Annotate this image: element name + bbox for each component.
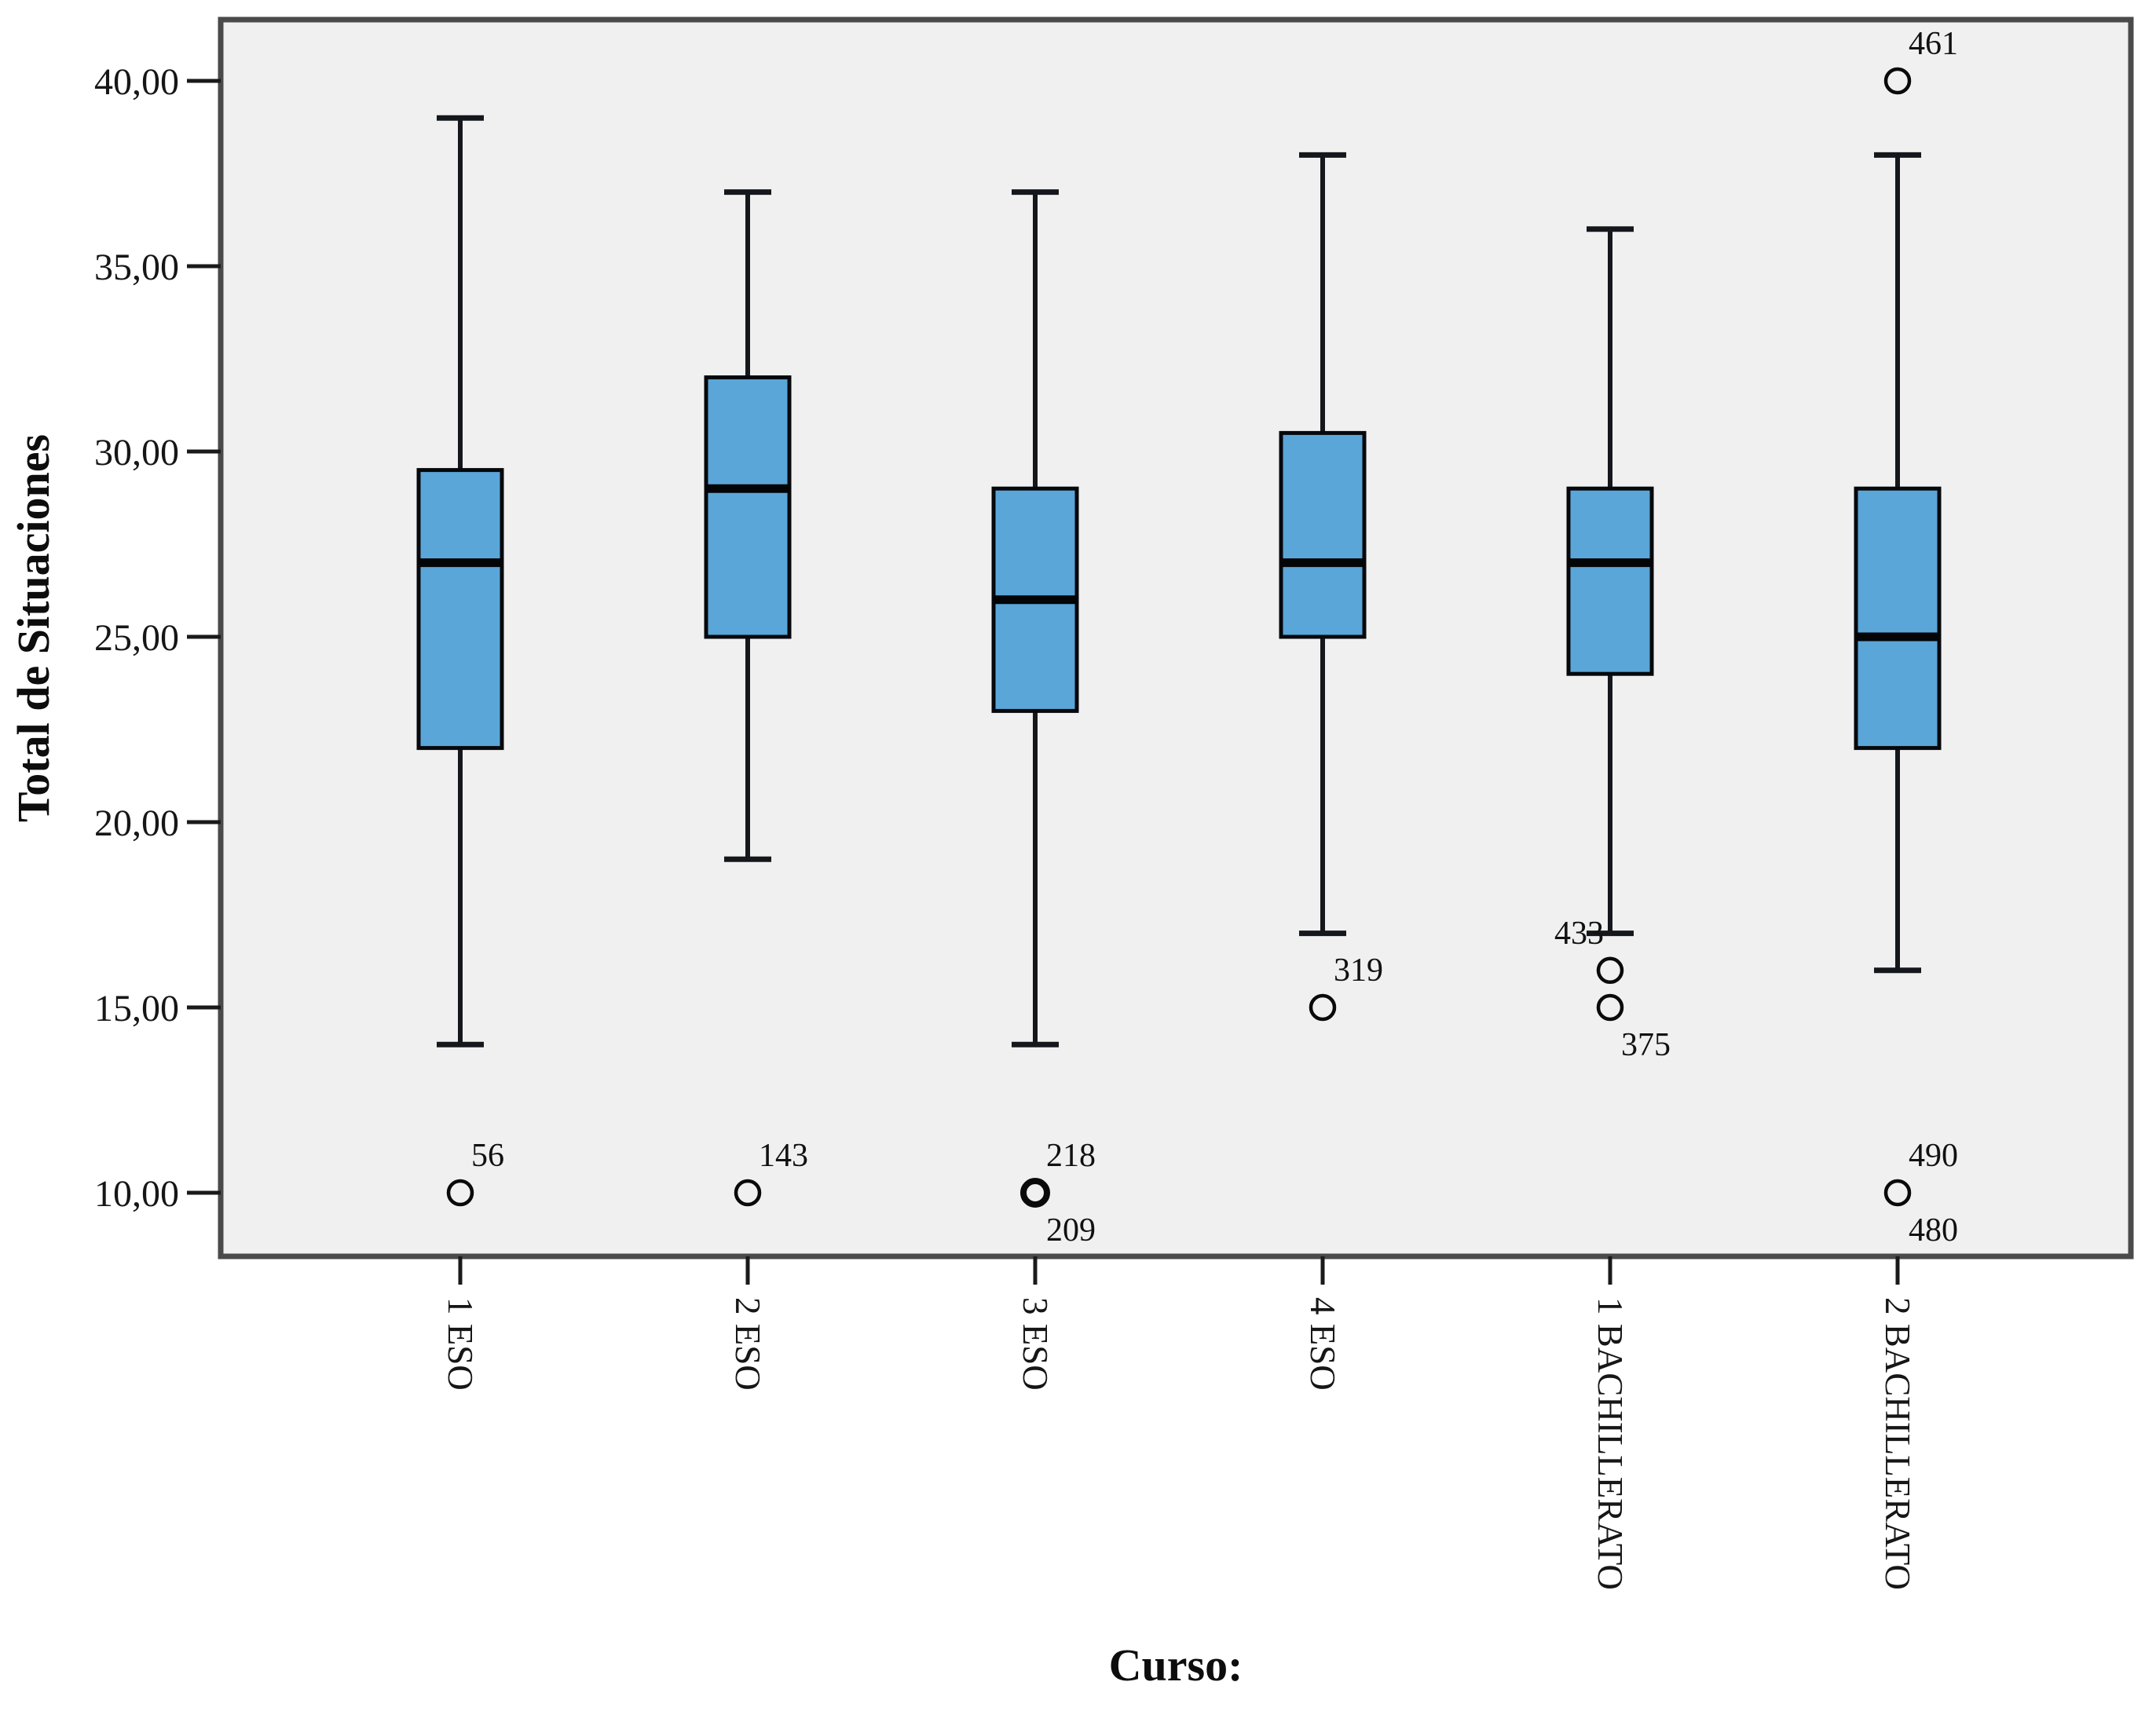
boxplot-4-eso: 319	[1279, 152, 1383, 1022]
x-category-label: 4 ESO	[1303, 1297, 1342, 1391]
outlier-label: 480	[1909, 1212, 1958, 1249]
iqr-box	[1566, 486, 1654, 676]
outlier-label: 143	[759, 1138, 808, 1174]
outlier-label: 209	[1046, 1212, 1096, 1249]
outlier-label: 490	[1909, 1138, 1958, 1174]
outlier-point	[446, 1179, 474, 1207]
y-tick-label: 35,00	[94, 247, 179, 288]
iqr-box	[416, 468, 504, 751]
iqr-box	[1854, 486, 1942, 751]
y-axis: 40,00 35,00 30,00 25,00 20,00 15,00 10,00	[94, 61, 221, 1215]
y-tick-label: 30,00	[94, 432, 179, 473]
y-tick-label: 40,00	[94, 61, 179, 103]
outlier-point	[1596, 956, 1624, 985]
iqr-box	[704, 375, 792, 639]
x-category-label: 2 ESO	[728, 1297, 767, 1391]
x-category-label: 2 BACHILLERATO	[1878, 1297, 1917, 1590]
outlier-point	[1596, 993, 1624, 1022]
outlier-label: 461	[1909, 26, 1958, 62]
outlier-label: 433	[1554, 916, 1604, 952]
outlier-point	[1883, 1179, 1912, 1207]
boxplot-2-eso: 143	[704, 189, 808, 1207]
outlier-point	[734, 1179, 762, 1207]
x-category-label: 3 ESO	[1016, 1297, 1055, 1391]
outlier-point	[1020, 1178, 1050, 1208]
outlier-point	[1883, 67, 1912, 95]
x-category-label: 1 ESO	[441, 1297, 480, 1391]
outlier-label: 56	[471, 1138, 504, 1174]
outlier-label: 218	[1046, 1138, 1096, 1174]
boxplot-series: 56 143 218 209 319 433 375 461 490 480	[416, 26, 1958, 1249]
y-tick-label: 25,00	[94, 617, 179, 659]
boxplot-3-eso: 218 209	[991, 189, 1096, 1249]
boxplot-1-bachillerato: 433 375	[1554, 226, 1671, 1063]
x-axis: 1 ESO 2 ESO 3 ESO 4 ESO 1 BACHILLERATO 2 BACH…	[441, 1256, 1917, 1590]
outlier-label: 319	[1334, 952, 1383, 989]
y-tick-label: 15,00	[94, 988, 179, 1029]
x-category-label: 1 BACHILLERATO	[1590, 1297, 1630, 1590]
outlier-point	[1309, 993, 1337, 1022]
x-axis-title: Curso:	[1109, 1640, 1243, 1691]
boxplot-1-eso: 56	[416, 115, 504, 1207]
y-tick-label: 10,00	[94, 1173, 179, 1215]
boxplot-2-bachillerato: 461 490 480	[1854, 26, 1958, 1249]
iqr-box	[1279, 430, 1367, 639]
y-axis-title: Total de Situaciones	[8, 434, 59, 822]
y-tick-label: 20,00	[94, 802, 179, 844]
plot-area	[218, 16, 2134, 1259]
outlier-label: 375	[1621, 1027, 1671, 1063]
